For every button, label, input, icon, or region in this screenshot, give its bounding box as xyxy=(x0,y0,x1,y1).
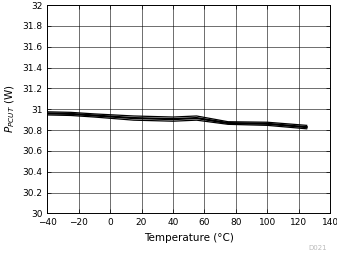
X-axis label: Temperature (°C): Temperature (°C) xyxy=(144,233,234,243)
Y-axis label: $P_{PCUT}$ (W): $P_{PCUT}$ (W) xyxy=(3,85,17,133)
Text: D021: D021 xyxy=(308,245,327,251)
